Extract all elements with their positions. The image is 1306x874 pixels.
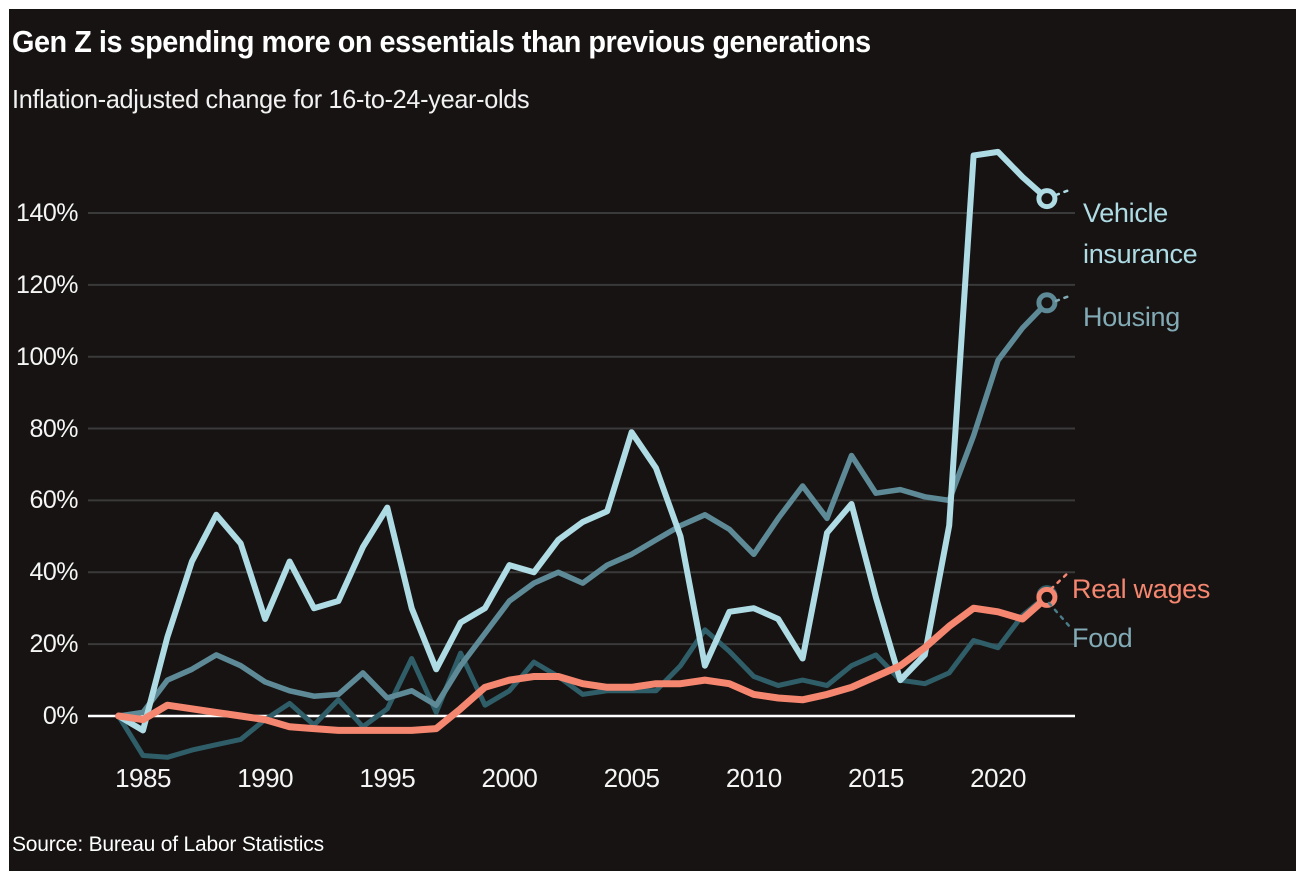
series-label-line: Food — [1072, 623, 1133, 653]
endpoint-marker-real-wages — [1036, 586, 1058, 608]
y-axis-tick-label-140: 140% — [16, 198, 78, 227]
y-axis-tick-label-100: 100% — [16, 342, 78, 371]
series-label-line: Vehicle — [1083, 198, 1168, 228]
x-axis-tick-label-2005: 2005 — [603, 763, 660, 793]
series-label-vehicle-insurance: Vehicle insurance — [1083, 193, 1198, 275]
series-label-line: Housing — [1083, 302, 1180, 332]
series-label-line: insurance — [1083, 239, 1198, 269]
series-label-real-wages: Real wages — [1072, 569, 1210, 610]
y-axis-tick-label-80: 80% — [29, 414, 78, 443]
leader-line-housing — [1054, 293, 1074, 303]
leader-line-food — [1047, 601, 1072, 629]
x-axis-tick-label-2000: 2000 — [481, 763, 538, 793]
x-axis-tick-label-1995: 1995 — [359, 763, 416, 793]
leader-line-vehicle-insurance — [1054, 187, 1074, 197]
leader-line-real-wages — [1049, 569, 1072, 591]
series-line-vehicle-insurance — [115, 148, 1050, 734]
chart-subtitle: Inflation-adjusted change for 16-to-24-y… — [12, 84, 530, 114]
y-axis-tick-label-60: 60% — [29, 486, 78, 515]
y-axis-tick-label-0: 0% — [42, 702, 79, 730]
x-axis-tick-label-1990: 1990 — [237, 763, 294, 793]
x-axis-tick-label-2010: 2010 — [725, 763, 782, 793]
x-axis-tick-label-2020: 2020 — [970, 763, 1026, 793]
chart-title: Gen Z is spending more on essentials tha… — [12, 24, 871, 59]
source-note: Source: Bureau of Labor Statistics — [12, 833, 324, 856]
series-line-real-wages — [115, 593, 1051, 734]
endpoint-marker-housing — [1036, 292, 1058, 314]
series-line-housing — [115, 300, 1050, 719]
y-axis-tick-label-120: 120% — [16, 270, 78, 299]
series-label-food: Food — [1072, 618, 1133, 659]
endpoint-marker-vehicle-insurance — [1036, 188, 1058, 210]
series-label-line: Real wages — [1072, 574, 1211, 604]
x-axis-tick-label-1985: 1985 — [115, 763, 171, 793]
y-axis-tick-label-20: 20% — [29, 630, 78, 659]
y-axis-tick-label-40: 40% — [29, 558, 78, 587]
x-axis-tick-label-2015: 2015 — [847, 763, 904, 793]
series-label-housing: Housing — [1083, 297, 1180, 338]
